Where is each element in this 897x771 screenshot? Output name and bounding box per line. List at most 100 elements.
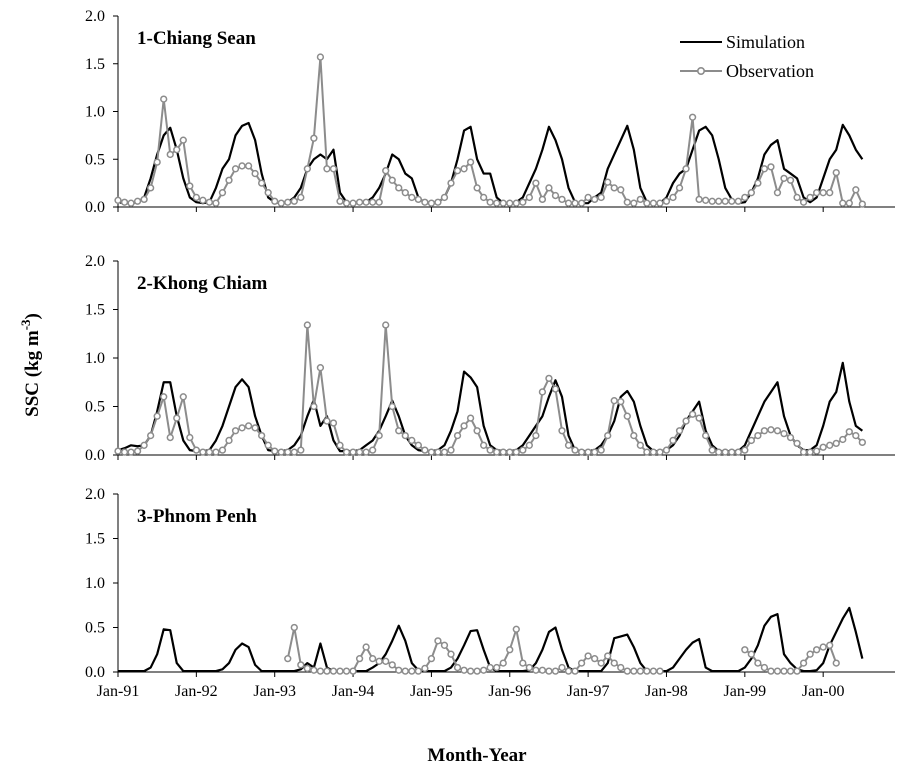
observation-point [564,667,573,675]
observation-point [186,182,194,190]
observation-point [760,663,769,672]
x-tick-label: Jan-91 [97,683,140,700]
observation-point [382,321,390,329]
observation-point [303,165,312,173]
observation-point [845,199,853,207]
observation-point [662,197,671,205]
observation-point [747,650,755,658]
observation-point [506,448,514,456]
observation-point [656,448,664,456]
observation-point [688,410,697,418]
observation-point [610,184,618,192]
observation-point [212,448,220,456]
observation-point [290,197,298,205]
observation-point [656,199,664,207]
observation-point [852,186,860,194]
observation-point [617,186,625,194]
observation-point [173,414,181,422]
observation-point [427,199,436,207]
observation-point [512,625,520,633]
y-tick-label: 1.5 [85,302,105,319]
observation-point [173,146,181,154]
observation-point [538,195,547,204]
observation-point [858,200,866,208]
legend-observation-label: Observation [726,61,814,81]
y-tick-label: 0.5 [85,620,105,637]
observation-point [382,167,390,175]
observation-point [669,193,677,202]
observation-point [355,655,364,663]
observation-point [786,176,795,184]
observation-point [682,165,690,173]
observation-point [493,448,501,456]
y-axis-title-close: ) [22,313,43,319]
observation-point [525,441,533,449]
observation-point [538,388,547,396]
observation-point [617,663,625,672]
observation-point [741,193,749,202]
observation-point [532,431,540,440]
observation-point [160,393,168,401]
observation-point [636,667,644,675]
observation-point [649,448,658,456]
observation-point [133,197,142,205]
observation-point [375,657,383,665]
observation-point [591,448,599,456]
observation-point [303,321,312,329]
x-tick-label: Jan-97 [567,683,610,700]
observation-point [264,441,272,449]
observation-point [271,197,279,205]
observation-point [564,441,573,449]
panel-2: 0.0 0.5 1.0 1.5 2.0 2-Khong Chiam [85,253,895,464]
observation-point [244,422,253,430]
observation-point [323,667,331,675]
observation-point [858,438,866,447]
observation-point [728,448,736,456]
observation-point [466,414,475,422]
observation-point [773,427,782,435]
observation-point [656,667,664,675]
observation-point [408,436,416,445]
y-tick-label: 1.0 [85,350,105,367]
observation-point [773,667,782,675]
observation-point [133,447,142,455]
observation-point [728,197,736,205]
observation-point [375,198,383,206]
observation-point [532,666,540,674]
observation-point [395,666,403,674]
observation-point [577,199,586,207]
observation-point [708,446,716,454]
observation-point [780,667,788,675]
x-tick-label: Jan-00 [802,683,845,700]
observation-point [199,448,207,456]
observation-point [506,646,514,654]
observation-point [832,659,840,667]
observation-point [649,667,658,675]
observation-point [767,667,775,675]
observation-point [140,441,148,449]
observation-point [499,448,507,456]
observation-point [839,199,847,207]
observation-point [212,199,220,207]
observation-point [440,448,449,456]
x-tick-label: Jan-96 [488,683,531,700]
observation-point [369,198,377,206]
observation-point [362,198,370,206]
observation-point [571,199,579,207]
observation-point [754,431,762,440]
y-tick-label: 1.0 [85,575,105,592]
observation-point [153,412,161,420]
observation-point [238,424,246,432]
observation-point [721,197,729,205]
observation-point [806,448,814,456]
observation-point [310,134,318,142]
observation-point [277,199,285,207]
y-axis-title-superscript: -3 [18,319,33,330]
legend-observation-marker [696,67,705,76]
observation-point [669,436,677,445]
observation-point [329,165,338,173]
observation-point [225,176,233,184]
observation-point [636,195,644,204]
observation-point [604,652,612,660]
observation-point [336,667,344,675]
